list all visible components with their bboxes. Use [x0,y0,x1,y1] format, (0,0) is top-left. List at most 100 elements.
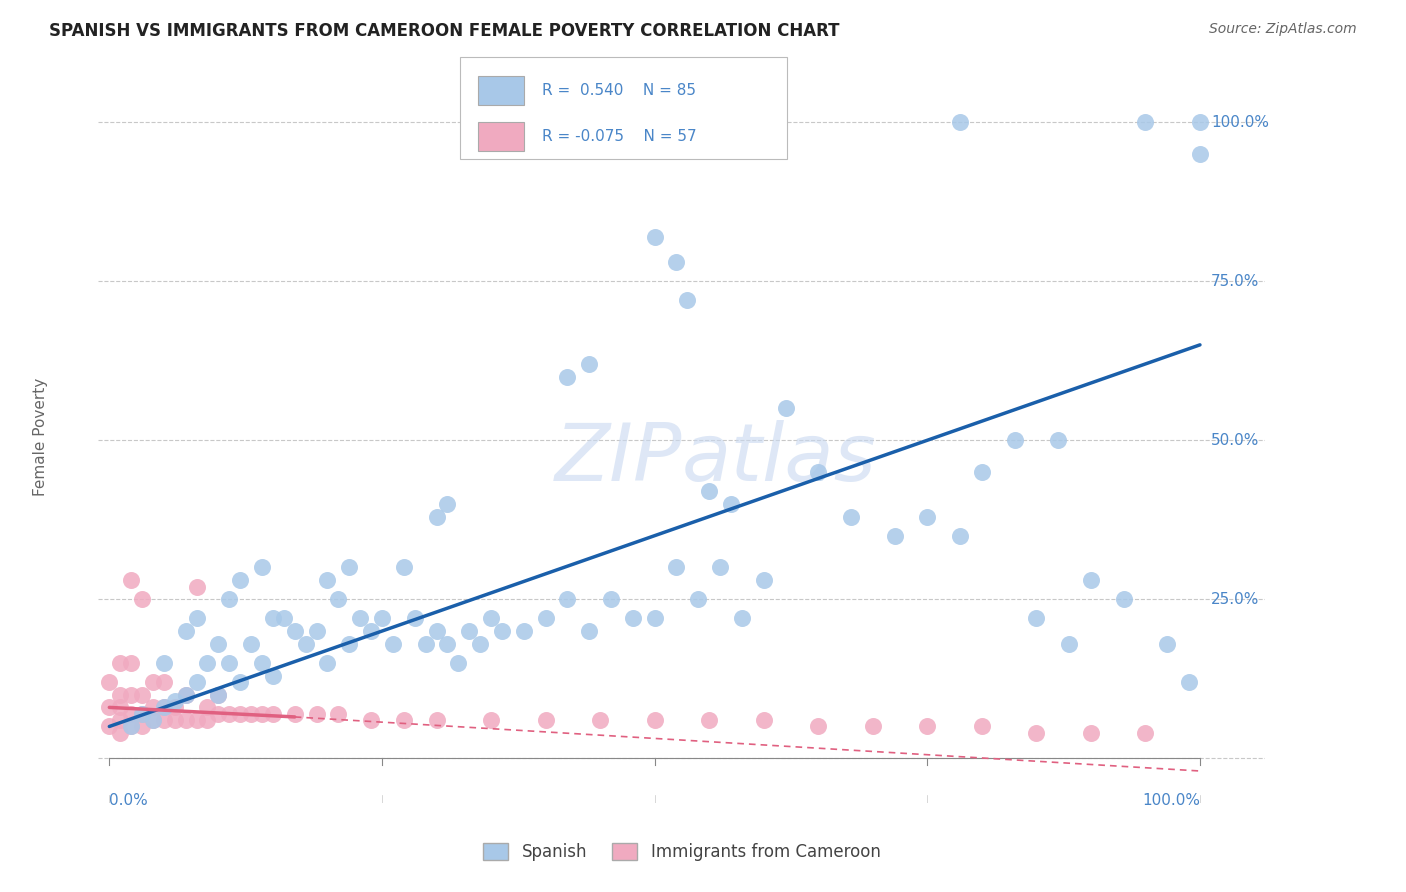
Point [174,688,197,702]
Point [392,560,415,574]
FancyBboxPatch shape [478,76,524,105]
Point [142,700,165,714]
Point [720,497,742,511]
Text: atlas: atlas [682,420,877,498]
Point [207,637,229,651]
Point [665,560,688,574]
Point [557,369,579,384]
Point [578,624,600,638]
Point [337,560,360,574]
Point [534,713,557,727]
Point [153,700,176,714]
Point [1004,434,1026,448]
Point [1047,434,1070,448]
Point [229,675,252,690]
Point [1080,573,1102,587]
Point [949,529,972,543]
FancyBboxPatch shape [478,122,524,152]
Point [970,465,993,479]
Point [697,713,720,727]
Point [98,700,121,714]
Point [534,611,557,625]
Point [131,719,153,733]
Point [262,611,284,625]
Point [142,675,165,690]
Point [186,611,208,625]
Point [1112,592,1135,607]
Point [218,592,240,607]
Point [305,706,328,721]
Point [110,713,132,727]
Point [479,611,502,625]
Point [1178,675,1201,690]
Point [862,719,884,733]
Point [1156,637,1178,651]
Point [425,624,447,638]
Point [807,719,830,733]
Point [589,713,612,727]
Point [425,509,447,524]
Point [644,611,666,625]
Point [316,656,339,670]
Point [328,706,350,721]
Text: SPANISH VS IMMIGRANTS FROM CAMEROON FEMALE POVERTY CORRELATION CHART: SPANISH VS IMMIGRANTS FROM CAMEROON FEMA… [49,22,839,40]
Point [328,592,350,607]
Point [1188,147,1211,161]
Point [436,637,458,651]
Point [197,700,219,714]
Point [131,592,153,607]
Point [644,229,666,244]
Point [240,706,263,721]
Point [120,688,142,702]
Point [284,706,307,721]
Point [174,713,197,727]
Point [458,624,481,638]
Point [665,255,688,269]
Point [153,656,176,670]
Point [163,713,186,727]
Point [98,719,121,733]
Point [688,592,710,607]
Point [752,713,775,727]
Point [316,573,339,587]
Point [970,719,993,733]
Point [207,688,229,702]
Point [371,611,394,625]
Point [120,573,142,587]
Point [186,713,208,727]
Point [262,668,284,682]
Point [110,726,132,740]
Point [1135,726,1157,740]
Text: 100.0%: 100.0% [1142,793,1199,808]
Point [349,611,371,625]
Point [883,529,905,543]
Point [110,688,132,702]
Point [436,497,458,511]
Point [186,580,208,594]
Point [142,713,165,727]
Point [337,637,360,651]
Point [98,675,121,690]
Point [468,637,491,651]
Point [839,509,862,524]
Point [163,700,186,714]
Point [163,694,186,708]
Point [294,637,316,651]
Point [697,484,720,499]
Point [1025,726,1047,740]
Point [479,713,502,727]
Point [186,675,208,690]
Point [229,573,252,587]
Point [917,509,939,524]
Point [229,706,252,721]
Point [949,115,972,129]
Point [775,401,797,416]
Point [305,624,328,638]
Point [174,688,197,702]
Point [709,560,731,574]
Point [240,637,263,651]
Point [381,637,404,651]
Point [1188,115,1211,129]
Point [273,611,295,625]
Point [284,624,307,638]
